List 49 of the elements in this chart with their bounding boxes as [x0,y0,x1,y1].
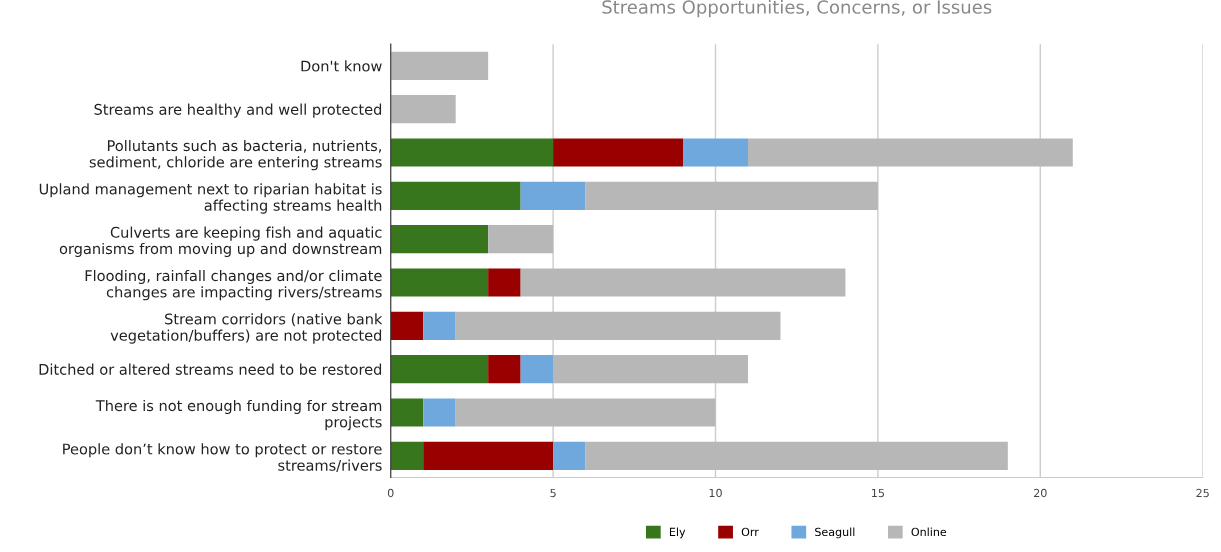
y-tick-label: Culverts are keeping fish and aquatic organisms from moving up and downstream [59,226,382,257]
x-tick-label: 20 [1034,488,1047,498]
bar [423,398,456,427]
y-tick-label: Pollutants such as bacteria, nutrients, sediment, chloride are entering streams [89,139,382,171]
bar [423,311,456,340]
bar [585,441,1008,470]
bar [488,355,521,384]
legend-label: Ely [669,527,686,539]
y-tick-label: There is not enough funding for stream projects [95,399,382,431]
bar [390,311,424,340]
x-tick-label: 5 [550,488,556,498]
bar [553,441,586,470]
bar [553,355,748,384]
bar [520,268,846,297]
bar [390,398,424,427]
bar [553,138,684,167]
bar [390,441,424,470]
y-tick-label: Don't know [301,60,382,72]
y-tick-label: Stream corridors (native bank vegetation/buffers) are not protected [110,313,383,344]
y-tick-label: Streams are healthy and well protected [94,103,382,118]
legend-label: Orr [741,527,759,537]
bar [390,181,521,210]
bar [683,138,748,167]
bar [520,355,554,384]
bar [390,355,489,384]
bar [390,268,489,297]
bar [390,95,456,124]
bar [455,311,781,340]
bar [488,268,521,297]
legend-label: Online [911,527,947,537]
x-tick-label: 25 [1196,488,1209,498]
bar [390,138,554,167]
bar [455,398,716,427]
legend-label: Seagull [815,527,855,539]
x-tick-label: 15 [872,488,884,498]
bar [488,225,554,254]
y-tick-label: Ditched or altered streams need to be restored [39,363,382,375]
bar [747,138,1073,167]
bar [423,441,554,470]
bar [520,181,586,210]
bar [390,225,489,254]
x-tick-label: 10 [709,488,722,498]
y-tick-label: Upland management next to riparian habitat is affecting streams health [39,183,382,214]
y-tick-label: Flooding, rainfall changes and/or climate changes are impacting rivers/streams [85,269,382,301]
bar [585,181,878,210]
chart-title: Streams Opportunities, Concerns, or Issues [602,0,992,18]
x-tick-label: 0 [387,488,394,498]
y-tick-label: People don’t know how to protect or restore streams/rivers [63,443,382,472]
bar [390,51,489,80]
